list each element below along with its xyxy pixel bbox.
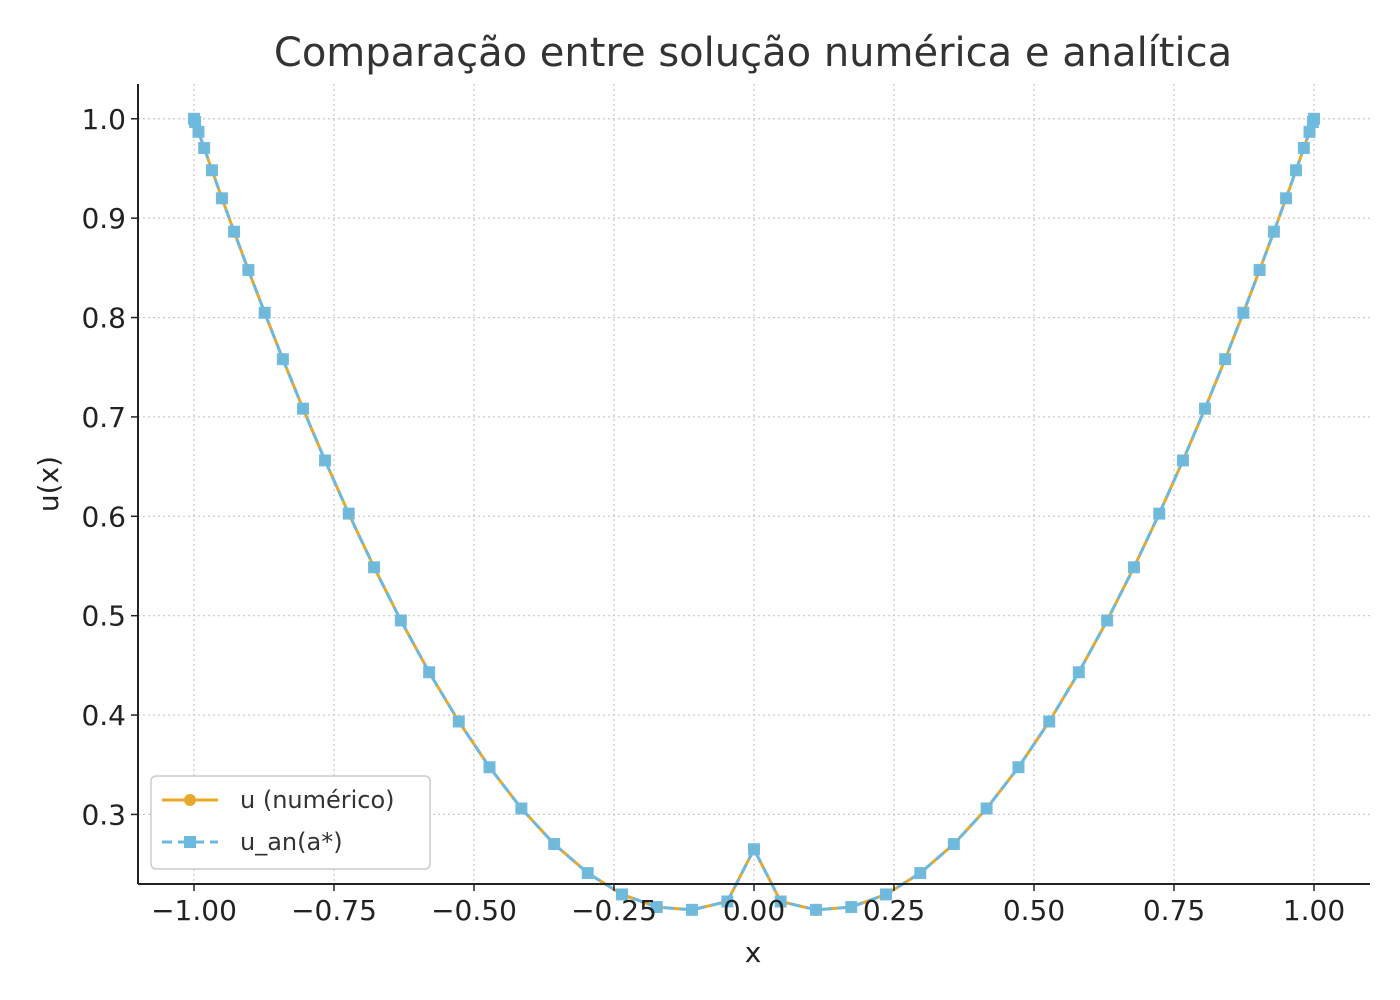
series-layer — [188, 112, 1320, 916]
x-tick-label: 0.75 — [1143, 894, 1205, 927]
data-point — [1043, 715, 1056, 728]
data-point — [515, 802, 528, 815]
x-tick-label: −0.75 — [291, 894, 377, 927]
y-tick-label: 0.6 — [81, 500, 126, 533]
legend-box — [150, 775, 431, 870]
data-point — [548, 838, 561, 851]
y-tick-label: 0.9 — [81, 202, 126, 235]
data-point — [1308, 112, 1320, 125]
legend-marker — [184, 836, 196, 848]
data-point — [721, 895, 734, 908]
data-point — [616, 888, 629, 901]
data-point — [1219, 353, 1232, 366]
data-point — [452, 715, 465, 728]
x-axis-ticks: −1.00 −0.75 −0.50 −0.25 0.00 0.25 0.50 0.75 1.00 — [151, 884, 1345, 927]
data-point — [192, 125, 205, 138]
data-point — [1253, 264, 1266, 277]
x-tick-label: −1.00 — [151, 894, 237, 927]
x-tick-label: 0.00 — [723, 894, 785, 927]
data-point — [1303, 125, 1316, 138]
data-point — [879, 888, 892, 901]
data-point — [1012, 761, 1025, 774]
y-axis-label: u(x) — [32, 456, 65, 512]
x-tick-label: −0.25 — [571, 894, 657, 927]
data-point — [1153, 507, 1166, 520]
data-point — [215, 192, 228, 205]
data-point — [342, 507, 355, 520]
data-point — [258, 306, 271, 319]
chart-title: Comparação entre solução numérica e anal… — [274, 30, 1232, 76]
data-point — [914, 867, 927, 880]
data-point — [1127, 561, 1140, 574]
data-point — [242, 264, 255, 277]
y-tick-label: 0.3 — [81, 798, 126, 831]
y-tick-label: 0.7 — [81, 401, 126, 434]
data-point — [1101, 614, 1114, 627]
y-tick-label: 0.8 — [81, 302, 126, 335]
data-point — [276, 353, 289, 366]
data-point — [774, 895, 787, 908]
data-point — [394, 614, 407, 627]
grid — [138, 84, 1370, 884]
data-point — [1290, 164, 1303, 177]
data-point — [1176, 454, 1189, 467]
y-tick-label: 0.4 — [81, 699, 126, 732]
data-point — [685, 903, 698, 916]
data-point — [228, 225, 241, 238]
data-point — [1237, 306, 1250, 319]
data-point — [1267, 225, 1280, 238]
data-point — [483, 761, 496, 774]
y-tick-label: 0.5 — [81, 600, 126, 633]
x-tick-label: 1.00 — [1283, 894, 1345, 927]
legend: u (numérico) u_an(a*) — [150, 775, 431, 870]
y-axis-ticks: 0.3 0.4 0.5 0.6 0.7 0.8 0.9 1.0 — [81, 103, 138, 831]
data-point — [297, 402, 310, 415]
data-point — [205, 164, 218, 177]
x-axis-label: x — [745, 936, 762, 969]
data-point — [947, 838, 960, 851]
legend-label: u_an(a*) — [240, 828, 343, 856]
data-point — [423, 666, 436, 679]
data-point — [748, 843, 760, 856]
x-tick-label: −0.50 — [431, 894, 517, 927]
data-point — [1198, 402, 1211, 415]
data-point — [980, 802, 993, 815]
data-point — [189, 116, 202, 129]
y-tick-label: 1.0 — [81, 103, 126, 136]
legend-items: u (numérico) u_an(a*) — [162, 786, 395, 856]
data-point — [368, 561, 381, 574]
legend-marker — [184, 794, 196, 806]
series-line — [192, 118, 1316, 912]
series-1 — [188, 112, 1320, 916]
x-tick-label: 0.25 — [863, 894, 925, 927]
data-point — [650, 901, 663, 914]
legend-label: u (numérico) — [240, 786, 395, 814]
data-point — [1297, 142, 1310, 154]
data-point — [1280, 192, 1293, 205]
data-point — [1072, 666, 1085, 679]
data-point — [581, 867, 594, 880]
data-point — [198, 142, 211, 154]
data-point — [810, 903, 823, 916]
data-point — [845, 901, 858, 914]
data-point — [319, 454, 332, 467]
x-tick-label: 0.50 — [1003, 894, 1065, 927]
